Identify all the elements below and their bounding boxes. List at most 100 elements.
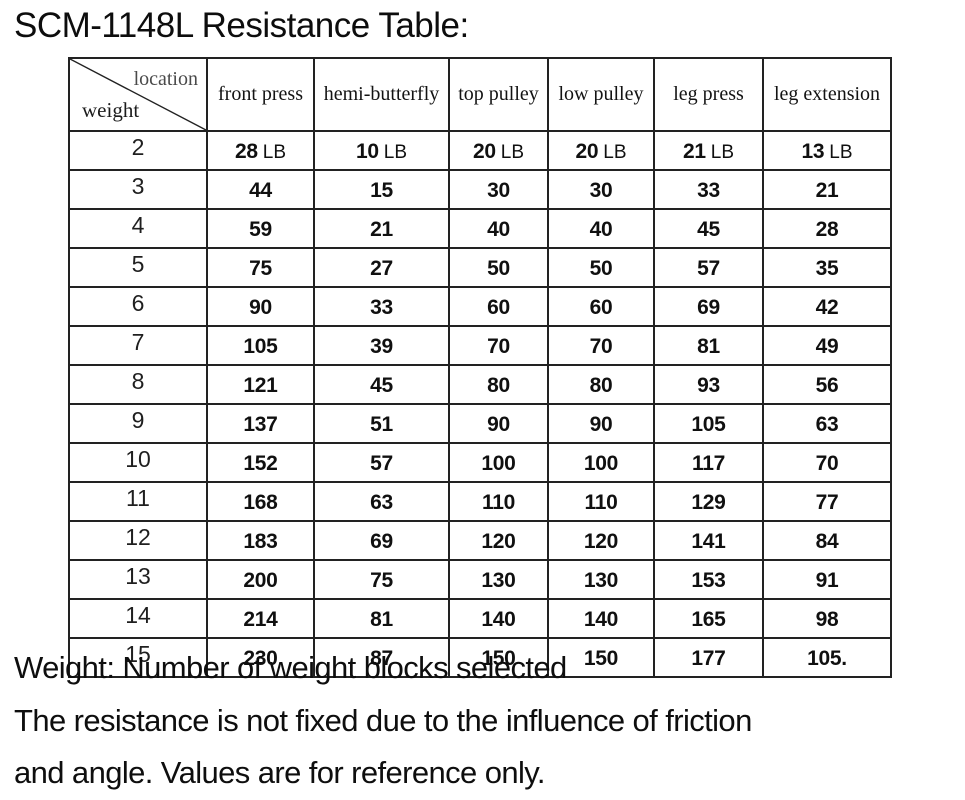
resistance-value: 50 [589,257,613,280]
resistance-value: 40 [487,218,510,241]
column-header-hemi-butterfly: hemi-butterfly [313,57,450,132]
resistance-cell: 100 [547,442,655,483]
resistance-cell: 35 [762,247,892,288]
resistance-cell: 93 [653,364,764,405]
resistance-cell: 98 [762,598,892,639]
resistance-value: 152 [243,452,278,475]
resistance-cell: 105 [206,325,315,366]
resistance-value: 33 [697,179,720,202]
resistance-value: 90 [249,296,272,319]
resistance-cell: 100 [448,442,549,483]
resistance-cell: 30 [547,169,655,210]
page-title: SCM-1148L Resistance Table: [14,6,469,45]
resistance-cell: 200 [206,559,315,600]
weight-cell: 4 [68,208,208,249]
column-header-leg-press: leg press [653,57,764,132]
weight-cell: 7 [68,325,208,366]
resistance-cell: 57 [313,442,450,483]
column-header-front-press: front press [206,57,315,132]
resistance-value: 75 [249,257,272,280]
resistance-cell: 42 [762,286,892,327]
resistance-value: 110 [584,491,618,514]
resistance-value: 105 [691,413,726,436]
resistance-cell: 56 [762,364,892,405]
resistance-cell: 57 [653,247,764,288]
resistance-value: 70 [815,452,839,475]
resistance-cell: 90 [547,403,655,444]
resistance-value: 120 [583,530,619,553]
resistance-value: 130 [481,569,516,592]
resistance-cell: 45 [313,364,450,405]
resistance-value: 20 [575,140,599,163]
resistance-cell: 214 [206,598,315,639]
resistance-cell: 81 [313,598,450,639]
resistance-value: 90 [589,413,613,436]
weight-cell: 13 [68,559,208,600]
table-row: 3 44 15 30 30 33 21 [68,169,892,210]
resistance-cell: 70 [448,325,549,366]
resistance-cell: 177 [653,637,764,678]
resistance-cell: 51 [313,403,450,444]
resistance-cell: 15 [313,169,450,210]
resistance-cell: 80 [448,364,549,405]
corner-label-weight: weight [82,98,140,122]
resistance-cell: 21 [762,169,892,210]
resistance-value: 214 [243,608,278,631]
resistance-cell: 60 [547,286,655,327]
resistance-cell: 44 [206,169,315,210]
resistance-value: 10 [355,140,379,163]
resistance-value: 57 [697,257,720,280]
resistance-cell: 21 LB [653,130,764,171]
footnote-disclaimer-line2: and angle. Values are for reference only… [14,755,545,790]
weight-cell: 11 [68,481,208,522]
table-header-row: location weight front press hemi-butterf… [68,57,892,132]
resistance-value: 87 [370,647,393,670]
table-row: 12 183 69 120 120 141 84 [68,520,892,561]
resistance-cell: 230 [206,637,315,678]
resistance-cell: 129 [653,481,764,522]
resistance-value: 70 [589,335,613,358]
resistance-cell: 13 LB [762,130,892,171]
resistance-value: 28 [234,140,258,163]
resistance-value: 42 [815,296,839,319]
resistance-cell: 75 [313,559,450,600]
resistance-value: 39 [370,335,393,358]
weight-cell: 8 [68,364,208,405]
resistance-value: 50 [487,257,510,280]
resistance-cell: 69 [653,286,764,327]
resistance-value: 90 [487,413,510,436]
table-row: 7 105 39 70 70 81 49 [68,325,892,366]
resistance-value: 77 [815,491,839,514]
resistance-cell: 105 [653,403,764,444]
resistance-value: 117 [692,452,725,475]
resistance-cell: 59 [206,208,315,249]
resistance-unit: LB [262,142,286,163]
resistance-value: 137 [243,413,278,436]
resistance-value: 15 [370,179,393,202]
resistance-unit: LB [603,142,627,163]
resistance-cell: 21 [313,208,450,249]
resistance-cell: 150 [448,637,549,678]
resistance-value: 21 [815,179,839,202]
resistance-cell: 90 [206,286,315,327]
weight-cell: 5 [68,247,208,288]
resistance-value: 30 [589,179,613,202]
resistance-value: 141 [691,530,726,553]
resistance-cell: 140 [448,598,549,639]
resistance-value: 63 [370,491,393,514]
resistance-unit: LB [383,142,407,163]
resistance-cell: 20 LB [448,130,549,171]
column-header-top-pulley: top pulley [448,57,549,132]
resistance-value: 21 [682,140,706,163]
resistance-cell: 168 [206,481,315,522]
resistance-value: 27 [370,257,393,280]
resistance-value: 28 [815,218,839,241]
column-header-low-pulley: low pulley [547,57,655,132]
resistance-cell: 70 [547,325,655,366]
resistance-value: 100 [481,452,516,475]
resistance-value: 51 [370,413,393,436]
resistance-cell: 153 [653,559,764,600]
corner-label-location: location [133,68,198,90]
table-row: 2 28 LB 10 LB 20 LB 20 LB 21 LB 13 LB [68,130,892,171]
resistance-value: 153 [691,569,726,592]
